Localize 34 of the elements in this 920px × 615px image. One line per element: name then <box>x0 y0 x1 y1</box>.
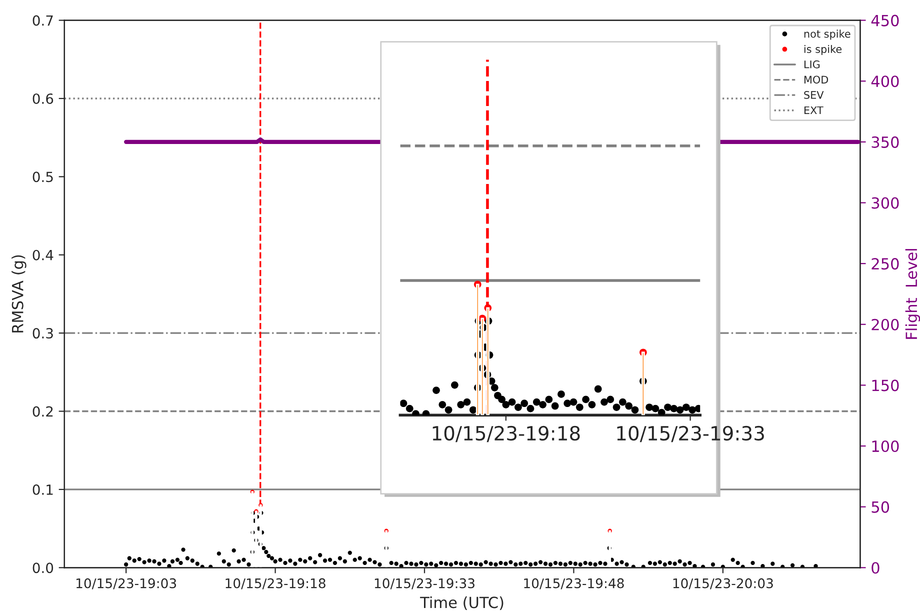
legend-label: MOD <box>804 76 828 84</box>
y-tick-label: 0.2 <box>32 406 53 417</box>
x-axis-title: Time (UTC) <box>420 596 504 610</box>
x-tick-label: 10/15/23-20:03 <box>673 578 773 590</box>
y-tick-label: 0.4 <box>32 250 54 260</box>
x-tick-label: 10/15/23-19:33 <box>617 426 764 442</box>
legend-label: SEV <box>804 91 824 99</box>
y-axis-title: RMSVA (g) <box>12 255 26 332</box>
x-tick-label: 10/15/23-19:03 <box>76 578 176 590</box>
y2-tick-label: 450 <box>871 14 899 26</box>
x-tick-label: 10/15/23-19:18 <box>226 578 326 590</box>
legend-label: EXT <box>804 106 824 114</box>
x-tick-label: 10/15/23-19:33 <box>374 578 474 590</box>
y-tick-label: 0.0 <box>32 562 54 574</box>
y2-tick-label: 0 <box>872 562 880 574</box>
y-tick-label: 0.7 <box>32 15 53 26</box>
y2-tick-label: 300 <box>872 197 899 209</box>
y-tick-label: 0.5 <box>32 172 53 182</box>
y-tick-label: 0.1 <box>32 484 53 495</box>
y2-tick-label: 150 <box>872 380 899 392</box>
y2-tick-label: 100 <box>872 440 899 452</box>
y2-tick-label: 250 <box>872 258 899 270</box>
x-tick-label: 10/15/23-19:48 <box>524 578 624 590</box>
y-tick-label: 0.6 <box>32 93 54 104</box>
x-tick-label: 10/15/23-19:18 <box>432 426 580 442</box>
legend-label: not spike <box>804 30 850 40</box>
y2-tick-label: 400 <box>871 76 899 88</box>
y2-tick-label: 350 <box>872 136 899 148</box>
y2-tick-label: 50 <box>872 501 890 513</box>
y-tick-label: 0.3 <box>32 328 53 339</box>
y2-tick-label: 200 <box>872 318 899 330</box>
legend-label: is spike <box>804 44 842 56</box>
legend-label: LIG <box>804 60 820 68</box>
y2-axis-title: Flight Level <box>905 249 920 339</box>
